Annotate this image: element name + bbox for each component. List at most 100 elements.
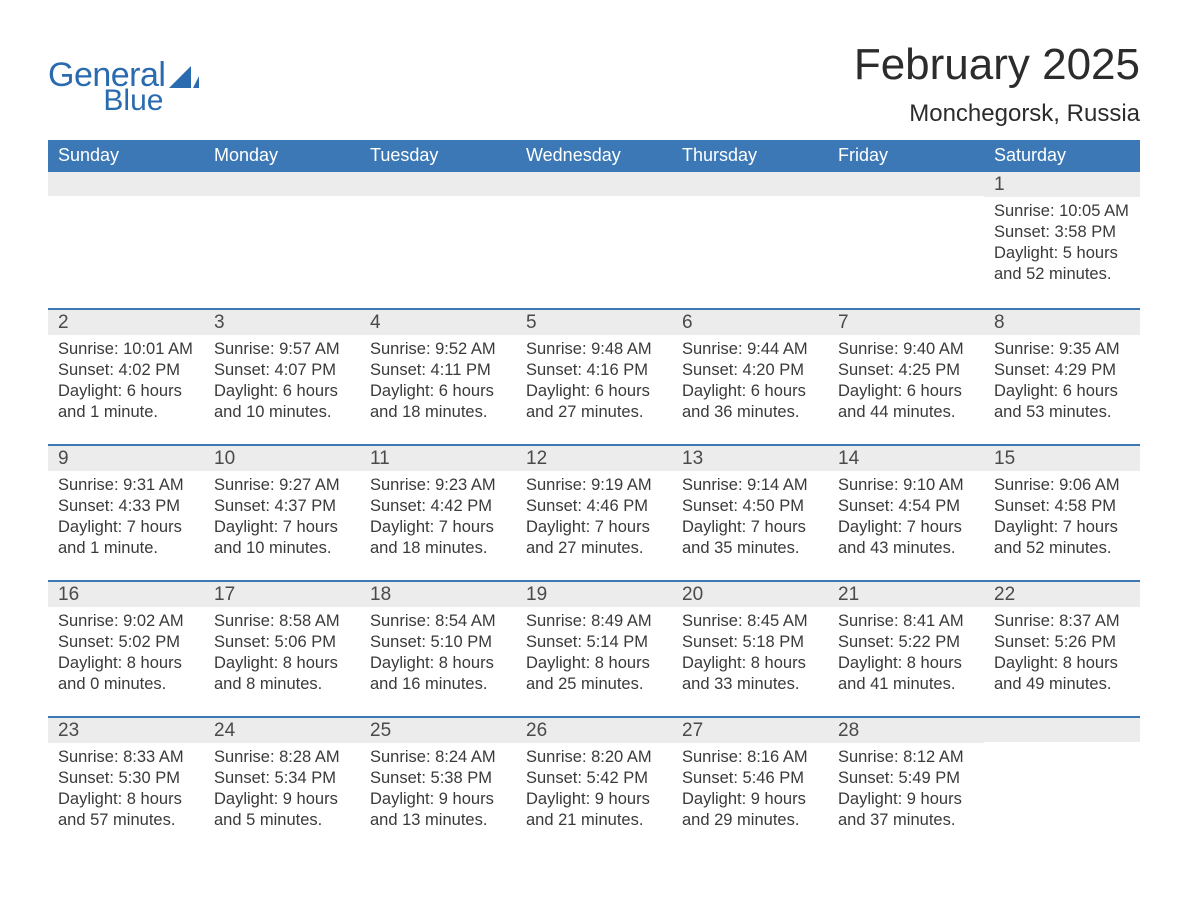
- day-info: Sunrise: 9:06 AMSunset: 4:58 PMDaylight:…: [992, 475, 1132, 559]
- day-info: Sunrise: 9:48 AMSunset: 4:16 PMDaylight:…: [524, 339, 664, 423]
- day-number: 23: [48, 718, 204, 743]
- day-cell: 16Sunrise: 9:02 AMSunset: 5:02 PMDayligh…: [48, 582, 204, 716]
- logo: General Blue: [48, 40, 199, 116]
- day-number: 10: [204, 446, 360, 471]
- day-cell: [984, 718, 1140, 852]
- day-number: 4: [360, 310, 516, 335]
- day-info: Sunrise: 8:49 AMSunset: 5:14 PMDaylight:…: [524, 611, 664, 695]
- day-cell: 21 Sunrise: 8:41 AMSunset: 5:22 PMDayligh…: [828, 582, 984, 716]
- day-info: Sunrise: 9:31 AMSunset: 4:33 PMDaylight:…: [56, 475, 196, 559]
- day-info: Sunrise: 8:28 AMSunset: 5:34 PMDaylight:…: [212, 747, 352, 831]
- calendar-week: 23 Sunrise: 8:33 AMSunset: 5:30 PMDayligh…: [48, 716, 1140, 852]
- day-cell: [48, 172, 204, 308]
- day-cell: 14Sunrise: 9:10 AMSunset: 4:54 PMDayligh…: [828, 446, 984, 580]
- day-number: 25: [360, 718, 516, 743]
- day-number: 24: [204, 718, 360, 743]
- day-info: Sunrise: 9:44 AMSunset: 4:20 PMDaylight:…: [680, 339, 820, 423]
- weekday-header: Thursday: [672, 140, 828, 172]
- weekday-header: Wednesday: [516, 140, 672, 172]
- day-number: 2: [48, 310, 204, 335]
- day-number: [828, 172, 984, 196]
- day-cell: 18Sunrise: 8:54 AMSunset: 5:10 PMDayligh…: [360, 582, 516, 716]
- day-cell: 24 Sunrise: 8:28 AMSunset: 5:34 PMDayligh…: [204, 718, 360, 852]
- day-info: Sunrise: 8:37 AMSunset: 5:26 PMDaylight:…: [992, 611, 1132, 695]
- day-info: Sunrise: 9:27 AMSunset: 4:37 PMDaylight:…: [212, 475, 352, 559]
- day-cell: 8 Sunrise: 9:35 AMSunset: 4:29 PMDaylight…: [984, 310, 1140, 444]
- day-info: Sunrise: 9:23 AMSunset: 4:42 PMDaylight:…: [368, 475, 508, 559]
- day-number: 27: [672, 718, 828, 743]
- day-number: [984, 718, 1140, 742]
- day-info: Sunrise: 9:19 AMSunset: 4:46 PMDaylight:…: [524, 475, 664, 559]
- day-number: 28: [828, 718, 984, 743]
- day-cell: 7 Sunrise: 9:40 AMSunset: 4:25 PMDaylight…: [828, 310, 984, 444]
- day-info: Sunrise: 10:01 AMSunset: 4:02 PMDaylight…: [56, 339, 196, 423]
- day-number: 3: [204, 310, 360, 335]
- day-number: [516, 172, 672, 196]
- header: General Blue February 2025 Monchegorsk, …: [48, 40, 1140, 128]
- day-info: Sunrise: 10:05 AMSunset: 3:58 PMDaylight…: [992, 201, 1132, 285]
- day-cell: 23 Sunrise: 8:33 AMSunset: 5:30 PMDayligh…: [48, 718, 204, 852]
- day-number: 12: [516, 446, 672, 471]
- day-cell: 11Sunrise: 9:23 AMSunset: 4:42 PMDayligh…: [360, 446, 516, 580]
- day-info: Sunrise: 8:24 AMSunset: 5:38 PMDaylight:…: [368, 747, 508, 831]
- day-cell: 12 Sunrise: 9:19 AMSunset: 4:46 PMDayligh…: [516, 446, 672, 580]
- day-cell: 20Sunrise: 8:45 AMSunset: 5:18 PMDayligh…: [672, 582, 828, 716]
- day-cell: [828, 172, 984, 308]
- day-info: Sunrise: 8:58 AMSunset: 5:06 PMDaylight:…: [212, 611, 352, 695]
- day-number: 26: [516, 718, 672, 743]
- day-number: 6: [672, 310, 828, 335]
- weekday-header: Sunday: [48, 140, 204, 172]
- day-number: 7: [828, 310, 984, 335]
- day-cell: 10 Sunrise: 9:27 AMSunset: 4:37 PMDayligh…: [204, 446, 360, 580]
- location: Monchegorsk, Russia: [854, 100, 1140, 128]
- day-info: Sunrise: 9:10 AMSunset: 4:54 PMDaylight:…: [836, 475, 976, 559]
- day-cell: 27Sunrise: 8:16 AMSunset: 5:46 PMDayligh…: [672, 718, 828, 852]
- logo-sail-icon: [169, 66, 199, 92]
- day-number: 5: [516, 310, 672, 335]
- day-info: Sunrise: 9:14 AMSunset: 4:50 PMDaylight:…: [680, 475, 820, 559]
- day-number: 21: [828, 582, 984, 607]
- day-cell: 4 Sunrise: 9:52 AMSunset: 4:11 PMDaylight…: [360, 310, 516, 444]
- title-block: February 2025 Monchegorsk, Russia: [854, 40, 1140, 128]
- day-number: 13: [672, 446, 828, 471]
- day-number: [360, 172, 516, 196]
- calendar-week: 2 Sunrise: 10:01 AMSunset: 4:02 PMDayligh…: [48, 308, 1140, 444]
- day-cell: [360, 172, 516, 308]
- day-info: Sunrise: 9:57 AMSunset: 4:07 PMDaylight:…: [212, 339, 352, 423]
- day-number: 20: [672, 582, 828, 607]
- day-info: Sunrise: 8:41 AMSunset: 5:22 PMDaylight:…: [836, 611, 976, 695]
- day-cell: 5 Sunrise: 9:48 AMSunset: 4:16 PMDaylight…: [516, 310, 672, 444]
- day-number: 9: [48, 446, 204, 471]
- day-info: Sunrise: 9:52 AMSunset: 4:11 PMDaylight:…: [368, 339, 508, 423]
- day-number: 22: [984, 582, 1140, 607]
- day-cell: 28 Sunrise: 8:12 AMSunset: 5:49 PMDayligh…: [828, 718, 984, 852]
- day-cell: 1 Sunrise: 10:05 AMSunset: 3:58 PMDayligh…: [984, 172, 1140, 308]
- day-cell: 26 Sunrise: 8:20 AMSunset: 5:42 PMDayligh…: [516, 718, 672, 852]
- day-number: 19: [516, 582, 672, 607]
- weekday-header: Monday: [204, 140, 360, 172]
- day-info: Sunrise: 8:12 AMSunset: 5:49 PMDaylight:…: [836, 747, 976, 831]
- day-number: 8: [984, 310, 1140, 335]
- day-number: 18: [360, 582, 516, 607]
- day-info: Sunrise: 9:40 AMSunset: 4:25 PMDaylight:…: [836, 339, 976, 423]
- month-title: February 2025: [854, 40, 1140, 90]
- day-cell: 2 Sunrise: 10:01 AMSunset: 4:02 PMDayligh…: [48, 310, 204, 444]
- day-cell: [516, 172, 672, 308]
- weekday-header-row: SundayMondayTuesdayWednesdayThursdayFrid…: [48, 140, 1140, 172]
- day-cell: 13 Sunrise: 9:14 AMSunset: 4:50 PMDayligh…: [672, 446, 828, 580]
- weekday-header: Tuesday: [360, 140, 516, 172]
- day-info: Sunrise: 8:33 AMSunset: 5:30 PMDaylight:…: [56, 747, 196, 831]
- day-info: Sunrise: 8:20 AMSunset: 5:42 PMDaylight:…: [524, 747, 664, 831]
- day-cell: 15Sunrise: 9:06 AMSunset: 4:58 PMDayligh…: [984, 446, 1140, 580]
- day-cell: 22 Sunrise: 8:37 AMSunset: 5:26 PMDayligh…: [984, 582, 1140, 716]
- day-number: 1: [984, 172, 1140, 197]
- day-cell: 3 Sunrise: 9:57 AMSunset: 4:07 PMDaylight…: [204, 310, 360, 444]
- calendar-week: 16Sunrise: 9:02 AMSunset: 5:02 PMDayligh…: [48, 580, 1140, 716]
- day-number: 16: [48, 582, 204, 607]
- day-number: [204, 172, 360, 196]
- calendar-week: 9 Sunrise: 9:31 AMSunset: 4:33 PMDaylight…: [48, 444, 1140, 580]
- day-info: Sunrise: 9:35 AMSunset: 4:29 PMDaylight:…: [992, 339, 1132, 423]
- logo-text: General Blue: [48, 58, 165, 116]
- day-cell: 9 Sunrise: 9:31 AMSunset: 4:33 PMDaylight…: [48, 446, 204, 580]
- calendar-week: 1 Sunrise: 10:05 AMSunset: 3:58 PMDayligh…: [48, 172, 1140, 308]
